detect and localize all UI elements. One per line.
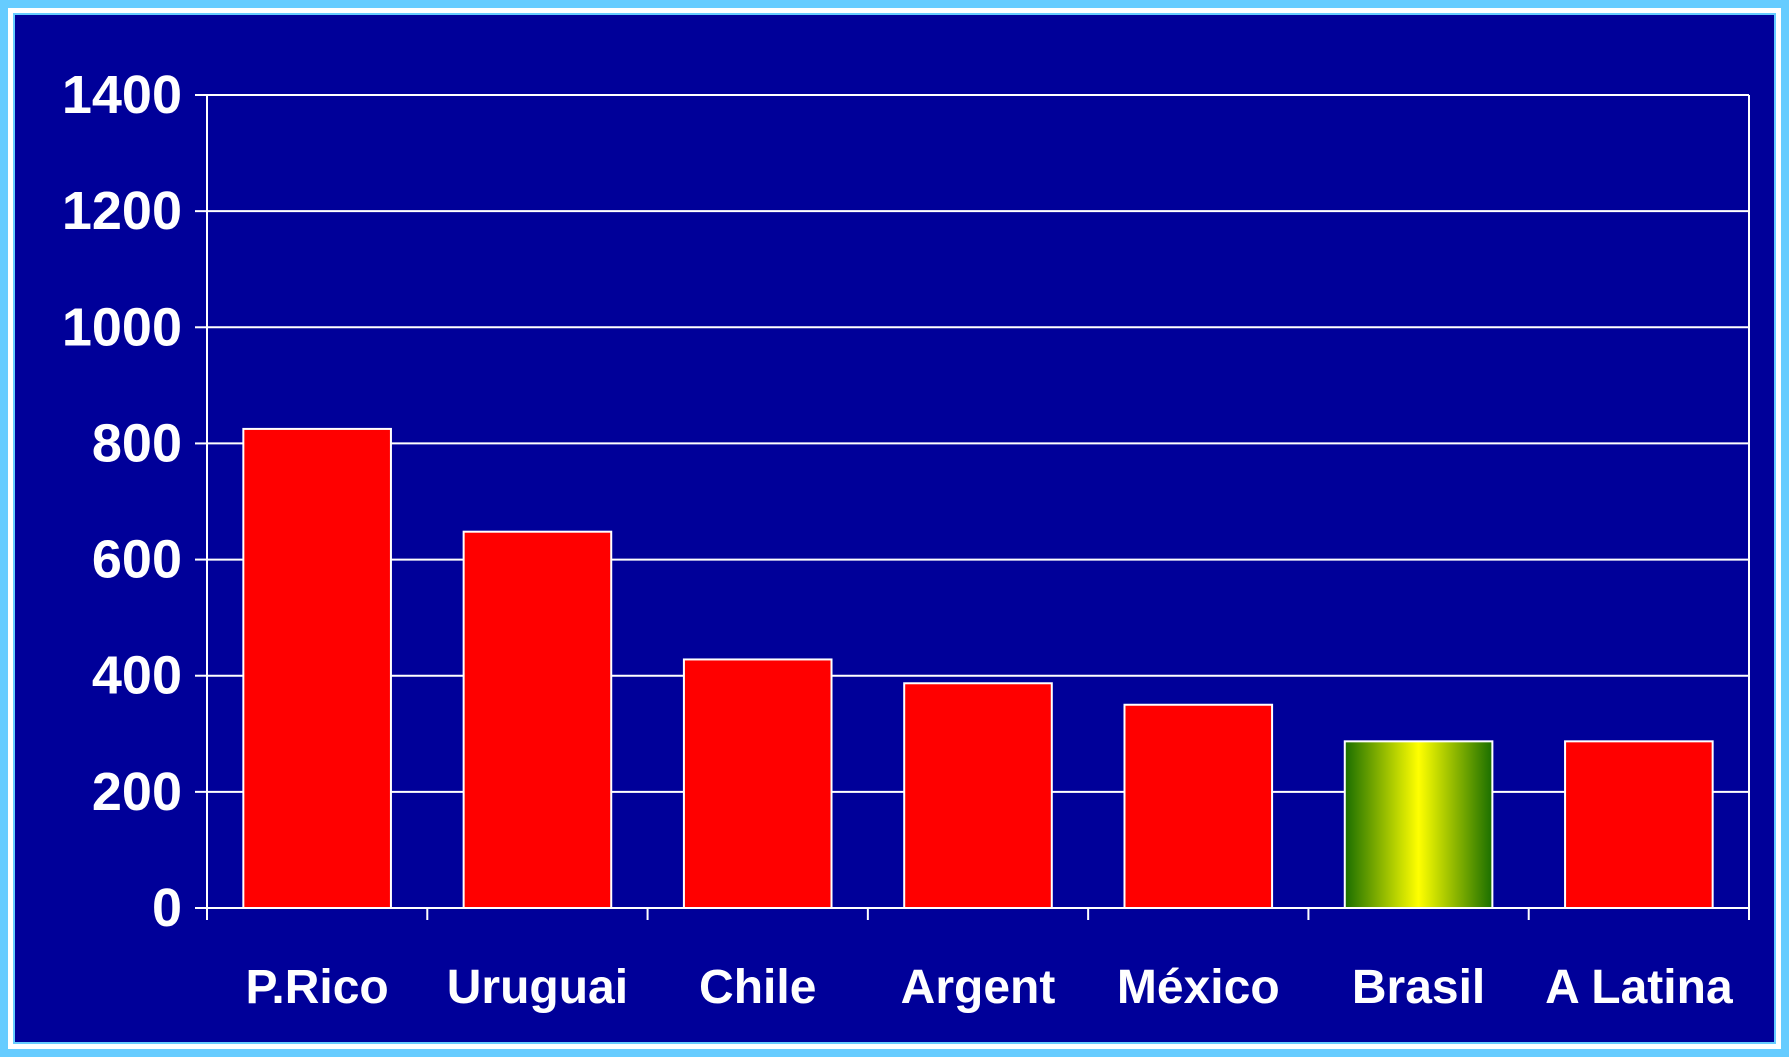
y-tick-label-0: 0	[152, 878, 182, 938]
axes	[195, 94, 1750, 920]
bar-m-xico	[1123, 703, 1274, 909]
bar-a-latina	[1564, 740, 1714, 910]
y-tick-label-800: 800	[92, 413, 182, 473]
bar-uruguai	[462, 530, 613, 909]
x-tick-label-p-rico: P.Rico	[246, 961, 389, 1014]
x-tick-labels: P.Rico Uruguai Chile Argent México Brasil A La…	[246, 961, 1733, 1014]
y-tick-label-600: 600	[92, 530, 182, 590]
bar-brasil	[1343, 740, 1494, 910]
y-tick-label-400: 400	[92, 646, 182, 706]
bar-argent	[903, 682, 1053, 909]
x-tick-label-m-xico: México	[1117, 961, 1280, 1014]
x-tick-label-brasil: Brasil	[1352, 961, 1485, 1014]
bar-p-rico	[242, 427, 392, 909]
x-tick-label-chile: Chile	[699, 961, 816, 1014]
y-tick-label-200: 200	[92, 762, 182, 822]
y-tick-label-1400: 1400	[62, 65, 182, 125]
x-tick-label-argent: Argent	[901, 961, 1056, 1014]
bar-chile	[682, 658, 833, 909]
y-tick-labels: 0 200 400 600 800 1000 1200 1400	[62, 65, 182, 938]
x-tick-label-a-latina: A Latina	[1545, 961, 1733, 1014]
y-tick-label-1200: 1200	[62, 181, 182, 241]
bars	[242, 427, 1714, 910]
x-tick-label-uruguai: Uruguai	[447, 961, 628, 1014]
y-tick-label-1000: 1000	[62, 297, 182, 357]
